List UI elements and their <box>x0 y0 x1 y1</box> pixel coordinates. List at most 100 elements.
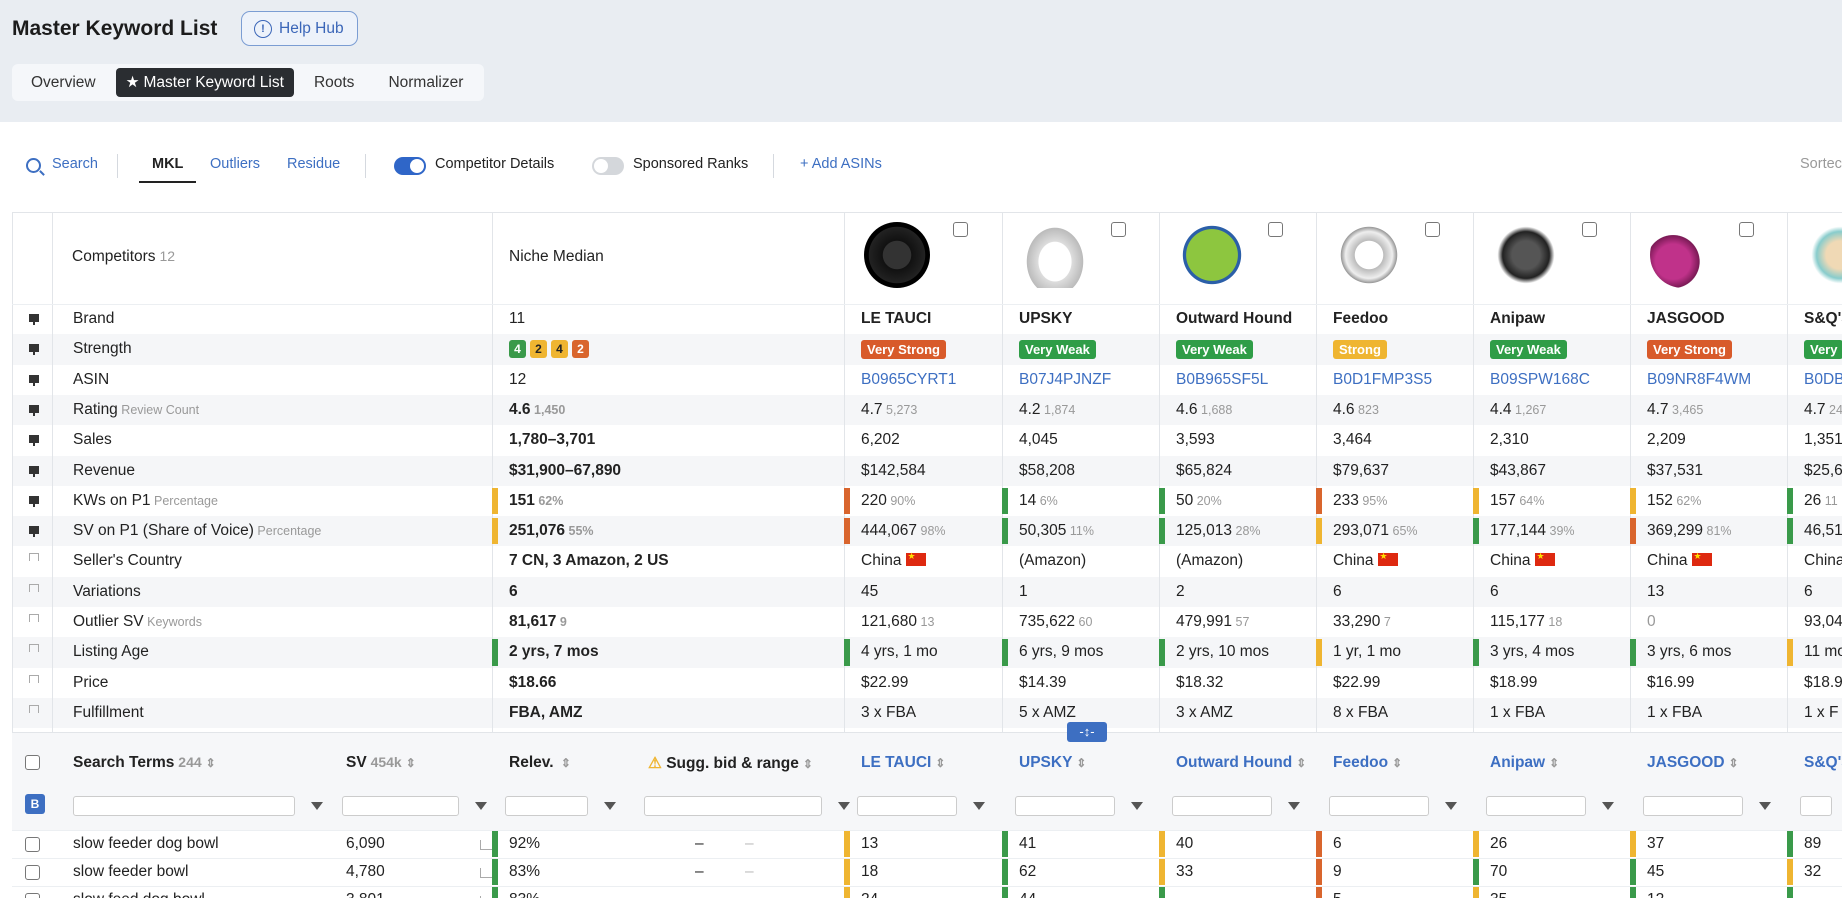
row-select-checkbox[interactable] <box>25 865 40 880</box>
pin-outline-icon[interactable] <box>29 614 39 622</box>
competitor-value: Strong <box>1333 340 1387 360</box>
bulk-select-button[interactable]: B <box>25 794 45 814</box>
pin-outline-icon[interactable] <box>29 553 39 562</box>
relevance-header[interactable]: Relev. ⇕ <box>509 754 571 772</box>
competitor-value[interactable]: B07J4PJNZF <box>1019 371 1111 389</box>
column-filter-input[interactable] <box>1486 796 1586 816</box>
view-residue[interactable]: Residue <box>287 156 341 172</box>
row-select-checkbox[interactable] <box>25 837 40 852</box>
column-resize-handle[interactable]: -↕- <box>1067 722 1107 742</box>
product-image[interactable] <box>1179 222 1245 288</box>
product-image[interactable] <box>1493 222 1559 288</box>
pin-icon[interactable] <box>29 462 39 477</box>
trend-chart-icon[interactable] <box>480 868 492 878</box>
search-term[interactable]: slow feed dog bowl <box>73 891 205 898</box>
sv-header[interactable]: SV 454k ⇕ <box>346 754 416 772</box>
pin-outline-icon[interactable] <box>29 674 39 683</box>
product-image[interactable] <box>864 222 930 288</box>
competitor-select-checkbox[interactable] <box>953 222 968 237</box>
pin-outline-icon[interactable] <box>29 583 39 592</box>
competitor-select-checkbox[interactable] <box>1739 222 1754 237</box>
column-filter-input[interactable] <box>1643 796 1743 816</box>
search-terms-header[interactable]: Search Terms 244 ⇕ <box>73 754 216 772</box>
column-filter-input[interactable] <box>1172 796 1272 816</box>
competitor-value[interactable]: B0B965SF5L <box>1176 371 1268 389</box>
column-filter-input[interactable] <box>505 796 588 816</box>
competitors-label: Competitors <box>72 248 156 265</box>
competitor-rank-header[interactable]: Outward Hound ⇕ <box>1176 754 1306 772</box>
search-term[interactable]: slow feeder dog bowl <box>73 835 219 853</box>
tab-normalizer[interactable]: Normalizer <box>388 73 464 91</box>
competitor-value[interactable]: B09NR8F4WM <box>1647 371 1751 389</box>
column-filter-input[interactable] <box>1329 796 1429 816</box>
competitor-value[interactable]: Anipaw <box>1490 310 1545 328</box>
search-term[interactable]: slow feeder bowl <box>73 863 188 881</box>
column-filter-input[interactable] <box>1800 796 1832 816</box>
add-asins-button[interactable]: + Add ASINs <box>800 156 882 172</box>
select-all-checkbox[interactable] <box>25 755 40 770</box>
filter-funnel-icon[interactable] <box>1131 802 1143 810</box>
filter-funnel-icon[interactable] <box>1445 802 1457 810</box>
competitor-value[interactable]: B0965CYRT1 <box>861 371 956 389</box>
filter-funnel-icon[interactable] <box>1759 802 1771 810</box>
column-filter-input[interactable] <box>1015 796 1115 816</box>
filter-funnel-icon[interactable] <box>311 802 323 810</box>
search-button[interactable]: Search <box>52 156 98 172</box>
product-image[interactable] <box>1336 222 1402 288</box>
filter-funnel-icon[interactable] <box>1602 802 1614 810</box>
competitor-rank-header[interactable]: JASGOOD ⇕ <box>1647 754 1739 772</box>
competitor-rank-header[interactable]: LE TAUCI ⇕ <box>861 754 945 772</box>
product-image[interactable] <box>1022 222 1088 288</box>
pin-icon[interactable] <box>29 523 39 538</box>
row-select-checkbox[interactable] <box>25 893 40 898</box>
filter-funnel-icon[interactable] <box>838 802 850 810</box>
suggested-bid-header[interactable]: ⚠ Sugg. bid & range ⇕ <box>648 754 813 773</box>
competitor-value[interactable]: JASGOOD <box>1647 310 1725 328</box>
competitor-select-checkbox[interactable] <box>1268 222 1283 237</box>
competitor-select-checkbox[interactable] <box>1582 222 1597 237</box>
pin-icon[interactable] <box>29 401 39 416</box>
tab-master-keyword-list[interactable]: ★ Master Keyword List <box>115 68 294 97</box>
trend-chart-icon[interactable] <box>480 840 492 850</box>
competitor-value[interactable]: Feedoo <box>1333 310 1388 328</box>
pin-outline-icon[interactable] <box>29 644 39 653</box>
filter-funnel-icon[interactable] <box>1288 802 1300 810</box>
competitor-select-checkbox[interactable] <box>1111 222 1126 237</box>
view-outliers[interactable]: Outliers <box>210 156 260 172</box>
competitor-value[interactable]: B0DB <box>1804 371 1842 389</box>
competitor-rank-header[interactable]: Feedoo ⇕ <box>1333 754 1402 772</box>
pin-icon[interactable] <box>29 432 39 447</box>
product-image[interactable] <box>1650 222 1716 288</box>
help-hub-button[interactable]: ! Help Hub <box>241 11 358 46</box>
competitor-details-toggle[interactable] <box>394 157 426 175</box>
competitor-rank-header[interactable]: Anipaw ⇕ <box>1490 754 1559 772</box>
tab-roots[interactable]: Roots <box>313 73 355 91</box>
column-filter-input[interactable] <box>857 796 957 816</box>
search-icon[interactable] <box>26 158 41 173</box>
column-filter-input[interactable] <box>342 796 459 816</box>
competitor-value[interactable]: B09SPW168C <box>1490 371 1590 389</box>
tab-overview[interactable]: Overview <box>31 73 96 91</box>
pin-icon[interactable] <box>29 371 39 386</box>
competitor-value[interactable]: S&Q'S <box>1804 310 1842 328</box>
competitor-rank-header[interactable]: UPSKY ⇕ <box>1019 754 1086 772</box>
pin-icon[interactable] <box>29 341 39 356</box>
competitor-rank-header[interactable]: S&Q'S <box>1804 754 1842 772</box>
pin-outline-icon[interactable] <box>29 704 39 713</box>
competitor-value[interactable]: LE TAUCI <box>861 310 931 328</box>
column-filter-input[interactable] <box>73 796 295 816</box>
pin-icon[interactable] <box>29 492 39 507</box>
filter-funnel-icon[interactable] <box>475 802 487 810</box>
competitor-value[interactable]: UPSKY <box>1019 310 1072 328</box>
column-filter-input[interactable] <box>644 796 822 816</box>
competitor-value: 45 <box>861 583 878 601</box>
sponsored-ranks-toggle[interactable] <box>592 157 624 175</box>
competitor-value[interactable]: B0D1FMP3S5 <box>1333 371 1432 389</box>
filter-funnel-icon[interactable] <box>604 802 616 810</box>
filter-funnel-icon[interactable] <box>973 802 985 810</box>
competitor-value[interactable]: Outward Hound <box>1176 310 1292 328</box>
view-mkl[interactable]: MKL <box>152 156 184 172</box>
trend-chart-icon[interactable] <box>480 896 492 898</box>
competitor-select-checkbox[interactable] <box>1425 222 1440 237</box>
pin-icon[interactable] <box>29 311 39 325</box>
